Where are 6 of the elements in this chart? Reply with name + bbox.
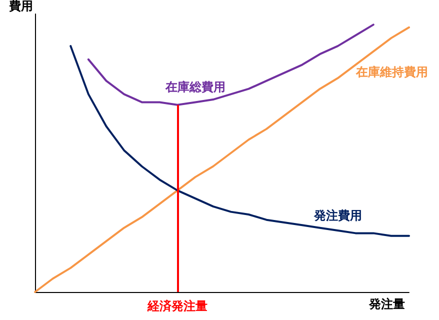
y-axis-title: 費用 — [8, 0, 33, 13]
series-label: 発注費用 — [312, 208, 362, 223]
series-label: 在庫総費用 — [164, 80, 226, 94]
series-label: 在庫維持費用 — [355, 65, 428, 80]
x-axis-title: 発注量 — [368, 297, 405, 311]
text: 経済発注量 — [146, 299, 208, 313]
